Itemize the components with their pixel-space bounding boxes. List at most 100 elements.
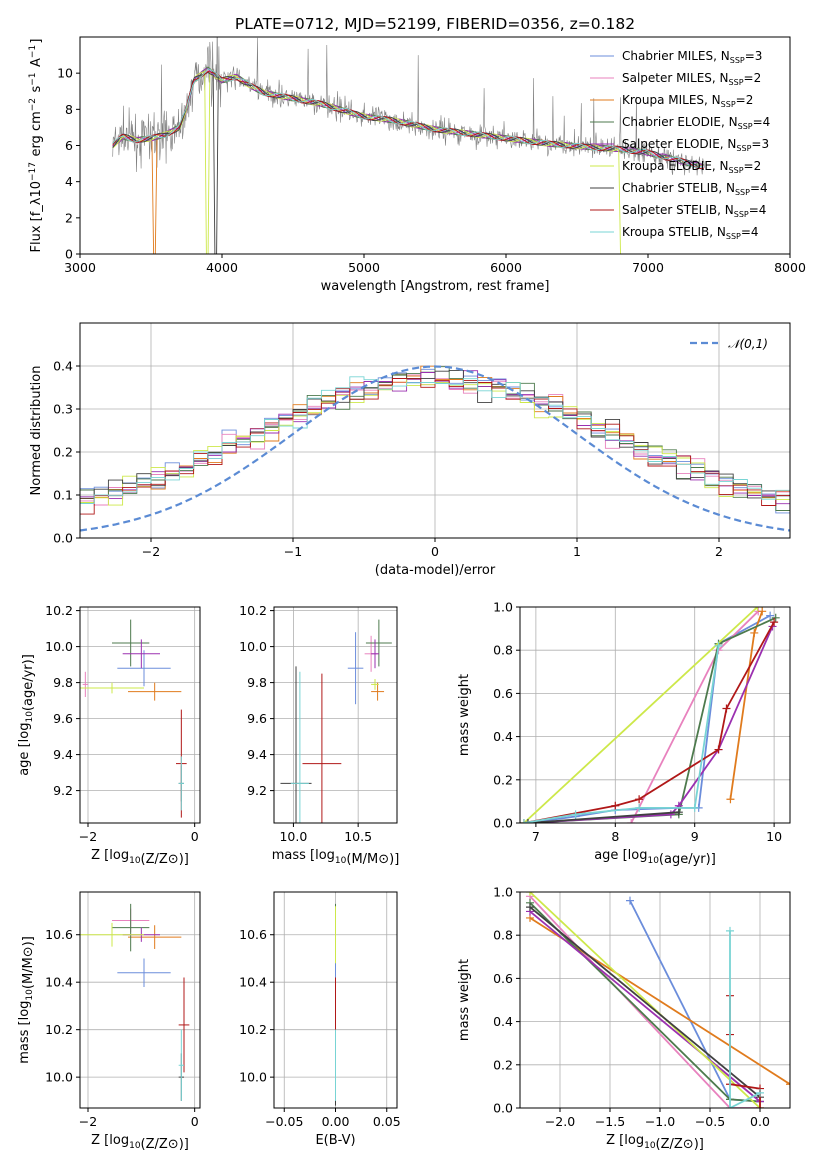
marker-kroupa-stelib	[714, 641, 723, 650]
data-marks	[526, 892, 790, 1108]
axes-frame	[79, 36, 791, 255]
marker-kroupa-stelib	[520, 819, 528, 823]
y-tick-label: 10.0	[239, 639, 267, 654]
axis-ticks: −2.0 −1.5 −1.0 −0.5 0.0 0.0 0.2 0.4 0.6 0.8 1.0	[493, 885, 770, 1130]
x-tick-label: −2	[79, 829, 97, 844]
legend-entry-kroupa-elodie: Kroupa ELODIE, NSSP=2	[622, 159, 761, 175]
errorbar-chabrier-miles	[117, 958, 171, 987]
cumulative-line-salpeter-stelib	[523, 621, 775, 823]
x-tick-label: 0.05	[373, 1114, 401, 1129]
marker-chabrier-elodie	[771, 613, 780, 622]
legend-entry-chabrier-stelib: Chabrier STELIB, NSSP=4	[622, 181, 768, 197]
y-tick-label: 9.8	[53, 675, 73, 690]
cumulative-line-kroupa-elodie	[529, 892, 761, 1108]
errorbar-chabrier-elodie	[112, 619, 150, 667]
errorbar-salpeter-elodie	[371, 639, 379, 669]
y-tick-label: 1.0	[493, 885, 513, 900]
marker-kroupa-elodie	[753, 607, 762, 611]
errorbar-kroupa-stelib	[290, 671, 309, 823]
legend-entry-chabrier-miles: Chabrier MILES, NSSP=3	[622, 49, 762, 65]
marker-salpeter-stelib	[714, 745, 723, 754]
marker-chabrier-miles	[766, 611, 775, 620]
y-tick-label: 0.1	[53, 488, 73, 503]
y-tick-label: 2	[65, 210, 73, 225]
x-tick-label: 0.00	[322, 1114, 350, 1129]
errorbar-chabrier-miles	[347, 632, 364, 705]
y-tick-label: 0	[65, 247, 73, 262]
x-tick-label: 0	[191, 1114, 199, 1129]
x-axis-label: Z [log10(Z/Z⊙)]	[606, 1133, 704, 1152]
y-tick-label: 10.0	[45, 639, 73, 654]
x-axis-label: E(B-V)	[315, 1133, 355, 1148]
y-tick-label: 10.6	[45, 927, 73, 942]
data-marks	[80, 619, 187, 818]
y-axis-label: Flux [f_λ10−17 erg cm−2 s−1 A−1 ]	[28, 38, 44, 252]
cumulative-line-chabrier-stelib	[529, 906, 761, 1098]
y-tick-label: 1.0	[493, 600, 513, 615]
plot-area	[520, 606, 790, 824]
errorbar-kroupa-miles	[128, 682, 182, 701]
errorbar-chabrier-miles	[117, 650, 171, 687]
y-tick-label: 9.4	[53, 747, 73, 762]
age-vs-metallicity-panel: −2 0 9.2 9.4 9.6 9.8 10.0 10.2 Z [log10(Z/Z⊙)] ag…	[17, 603, 201, 867]
y-axis-label: mass weight	[457, 959, 472, 1041]
x-tick-label: 10	[766, 829, 782, 844]
axes-frame	[79, 322, 791, 539]
x-tick-label: −2	[142, 544, 160, 559]
axes-frame	[519, 891, 791, 1109]
axes-frame	[273, 606, 398, 824]
marker-kroupa-miles	[750, 628, 759, 637]
y-tick-label: 10.2	[45, 603, 73, 618]
y-tick-label: 10.2	[239, 603, 267, 618]
marker-salpeter-elodie	[666, 810, 675, 819]
axis-ticks: 10.0 10.5 9.2 9.4 9.6 9.8 10.0 10.2	[239, 603, 372, 844]
y-tick-label: 6	[65, 138, 73, 153]
x-tick-label: 10.5	[344, 829, 372, 844]
legend-entry-salpeter-elodie: Salpeter ELODIE, NSSP=3	[622, 137, 769, 153]
y-tick-label: 10.0	[239, 1070, 267, 1085]
x-tick-label: 1	[573, 544, 581, 559]
cumulative-line-salpeter-elodie	[529, 910, 761, 1103]
y-tick-label: 9.2	[247, 783, 267, 798]
errorbar-kroupa-stelib	[178, 756, 184, 811]
y-axis-label: age [log10(age/yr)]	[17, 654, 36, 776]
errorbar-salpeter-elodie	[122, 639, 160, 669]
y-axis-label: Normed distribution	[29, 366, 44, 496]
axis-ticks: −2 0 10.0 10.2 10.4 10.6	[45, 927, 199, 1129]
data-marks	[280, 619, 392, 823]
y-tick-label: 10	[57, 66, 73, 81]
errorbar-kroupa-miles	[128, 925, 182, 949]
model-spectrum-chabrier-stelib	[112, 71, 705, 254]
y-tick-label: 0.4	[493, 1014, 513, 1029]
y-tick-label: 0.4	[53, 359, 73, 374]
spectrum-legend: Chabrier MILES, NSSP=3 Salpeter MILES, NS…	[590, 49, 770, 241]
cumulative-line-kroupa-elodie	[523, 607, 759, 823]
model-spectrum-kroupa-miles	[112, 67, 704, 254]
x-tick-label: 6000	[490, 260, 522, 275]
x-tick-label: 5000	[348, 260, 380, 275]
marker-kroupa-stelib	[756, 1088, 764, 1097]
data-marks	[80, 903, 190, 1101]
x-tick-label: 3000	[64, 260, 96, 275]
y-tick-label: 0.0	[493, 1101, 513, 1116]
errorbar-salpeter-stelib	[178, 977, 190, 1073]
marker-kroupa-stelib	[571, 810, 580, 819]
data-marks	[80, 365, 790, 538]
errorbar-kroupa-miles	[371, 682, 385, 701]
legend-entry-chabrier-elodie: Chabrier ELODIE, NSSP=4	[622, 115, 770, 131]
y-tick-label: 0.2	[493, 772, 513, 787]
cumulative-line-kroupa-miles	[729, 610, 764, 800]
x-axis-label: age [log10(age/yr)]	[594, 848, 716, 867]
x-tick-label: 8	[611, 829, 619, 844]
marker-chabrier-stelib	[523, 819, 532, 823]
y-tick-label: 0.8	[493, 928, 513, 943]
x-tick-label: 0.0	[750, 1114, 770, 1129]
x-tick-label: −1.0	[645, 1114, 675, 1129]
legend-entry-salpeter-miles: Salpeter MILES, NSSP=2	[622, 71, 761, 87]
errorbar-kroupa-elodie	[371, 679, 379, 690]
y-tick-label: 4	[65, 174, 73, 189]
y-tick-label: 8	[65, 102, 73, 117]
model-spectrum-kroupa-elodie	[112, 70, 704, 254]
y-tick-label: 9.4	[247, 747, 267, 762]
